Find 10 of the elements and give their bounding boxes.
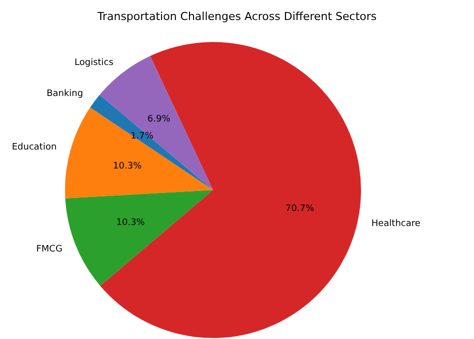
slice-label: Healthcare: [371, 218, 421, 229]
data-label: 6.9%: [147, 114, 171, 125]
chart-title: Transportation Challenges Across Different Sectors: [96, 10, 377, 23]
data-label: 10.3%: [116, 218, 146, 228]
slice-label: Education: [12, 142, 57, 153]
slice-label: FMCG: [36, 244, 62, 254]
slice-label: Banking: [46, 88, 84, 99]
slice-label: Logistics: [74, 58, 114, 68]
data-label: 70.7%: [285, 204, 315, 214]
data-label: 10.3%: [113, 162, 142, 172]
